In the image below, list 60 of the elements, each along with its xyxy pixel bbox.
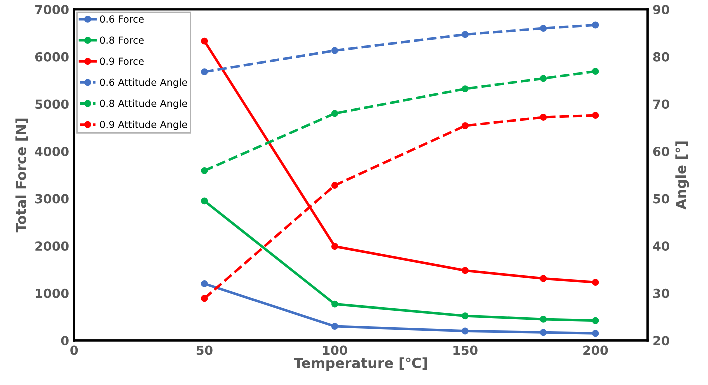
point: [462, 267, 469, 274]
point: [540, 114, 548, 121]
y-tick-label: 4000: [35, 146, 69, 156]
y-tick-label: 2000: [36, 242, 69, 252]
point: [201, 68, 208, 76]
legend-label: 0.9 Attitude Angle: [100, 120, 188, 130]
y2-tick-label: 90: [653, 5, 670, 15]
y2-tick-label: 40: [653, 242, 670, 252]
point: [462, 86, 469, 93]
point: [201, 198, 208, 205]
legend-label: 0.8 Force: [100, 36, 144, 44]
point: [540, 329, 548, 336]
point: [540, 75, 548, 82]
y-tick-label: 1000: [36, 288, 69, 298]
point: [332, 243, 338, 250]
legend-label: 0.6 Force: [100, 16, 144, 23]
point: [201, 38, 208, 45]
point: [540, 275, 548, 282]
point: [332, 182, 338, 190]
y-tick-label: 7000: [36, 5, 69, 15]
point: [332, 47, 338, 54]
y-axis-title: Total Force [N]: [16, 118, 28, 233]
legend-label: 0.6 Attitude Angle: [100, 78, 188, 88]
point: [592, 279, 600, 286]
point: [462, 31, 469, 38]
y2-tick-label: 70: [654, 100, 670, 110]
point: [201, 295, 208, 302]
legend-label: 0.8 Attitude Angle: [100, 100, 188, 110]
y2-axis-title: Angle [°]: [676, 142, 690, 210]
legend-label: 0.9 Force: [100, 58, 144, 66]
x-tick-label: 0: [70, 346, 78, 356]
point: [201, 280, 208, 288]
x-tick-label: 200: [584, 346, 608, 356]
y-tick-label: 3000: [36, 194, 69, 204]
y-tick-label: 6000: [35, 52, 69, 62]
point: [201, 167, 208, 174]
point: [462, 328, 469, 335]
y2-tick-label: 60: [653, 146, 670, 156]
y-tick-label: 5000: [36, 100, 69, 110]
point: [592, 22, 600, 29]
point: [332, 300, 338, 308]
x-tick-label: 100: [323, 346, 348, 356]
point: [332, 323, 338, 330]
point: [592, 68, 600, 76]
x-axis-title: Temperature [℃]: [294, 358, 428, 372]
y2-tick-label: 80: [653, 52, 670, 62]
x-tick-label: 50: [196, 346, 213, 356]
point: [592, 330, 600, 338]
point: [332, 110, 338, 118]
point: [592, 112, 600, 120]
point: [462, 312, 469, 320]
point: [592, 317, 600, 324]
y2-tick-label: 20: [654, 336, 670, 346]
y-tick-label: 0: [61, 336, 69, 346]
point: [540, 316, 548, 323]
point: [540, 25, 548, 32]
x-tick-label: 150: [454, 346, 478, 356]
y2-tick-label: 50: [654, 194, 670, 204]
point: [462, 122, 469, 130]
y2-tick-label: 30: [654, 288, 670, 298]
